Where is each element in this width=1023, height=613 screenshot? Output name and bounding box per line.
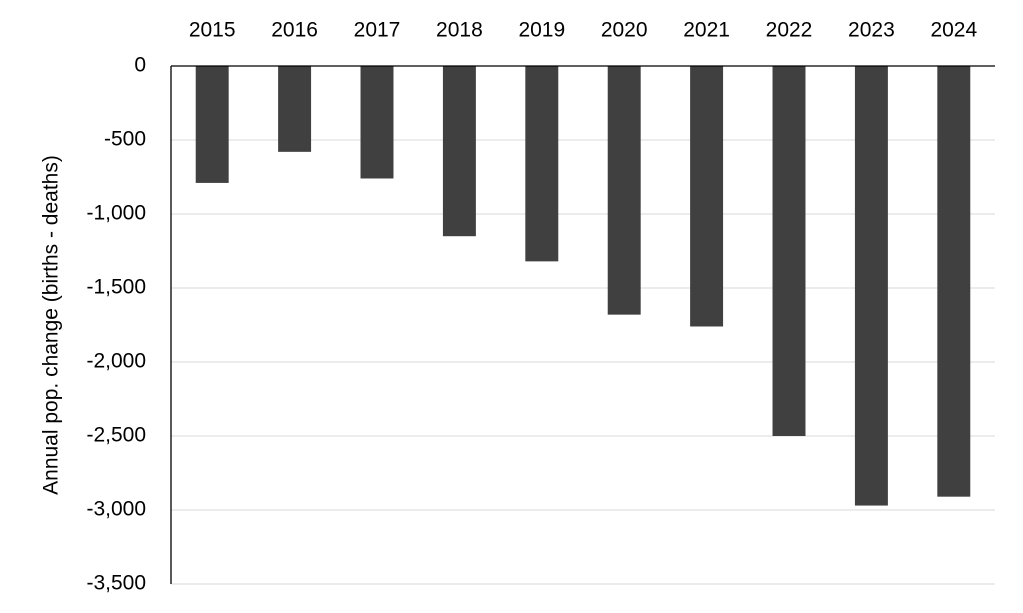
- y-tick-label: -1,000: [86, 202, 146, 225]
- bar: [937, 66, 971, 497]
- x-tick-label: 2022: [766, 19, 813, 42]
- bar: [195, 66, 229, 183]
- x-tick-label: 2015: [189, 19, 236, 42]
- y-tick-label: -500: [104, 128, 146, 151]
- bar: [525, 66, 559, 262]
- bar: [607, 66, 641, 315]
- x-tick-label: 2018: [436, 19, 483, 42]
- x-tick-label: 2020: [601, 19, 648, 42]
- bar: [278, 66, 312, 152]
- x-tick-label: 2021: [683, 19, 730, 42]
- y-tick-label: -3,000: [86, 498, 146, 521]
- bar: [854, 66, 888, 506]
- y-tick-label: -3,500: [86, 572, 146, 595]
- x-tick-label: 2016: [271, 19, 318, 42]
- x-tick-label: 2024: [930, 19, 977, 42]
- bar: [360, 66, 394, 179]
- x-tick-label: 2023: [848, 19, 895, 42]
- bar: [772, 66, 806, 436]
- y-tick-label: -2,500: [86, 424, 146, 447]
- x-tick-label: 2019: [518, 19, 565, 42]
- bar: [442, 66, 476, 237]
- y-tick-label: 0: [134, 54, 146, 77]
- bar: [690, 66, 724, 327]
- x-tick-label: 2017: [354, 19, 401, 42]
- y-tick-label: -2,000: [86, 350, 146, 373]
- y-tick-label: -1,500: [86, 276, 146, 299]
- y-axis-label: Annual pop. change (births - deaths): [40, 155, 63, 495]
